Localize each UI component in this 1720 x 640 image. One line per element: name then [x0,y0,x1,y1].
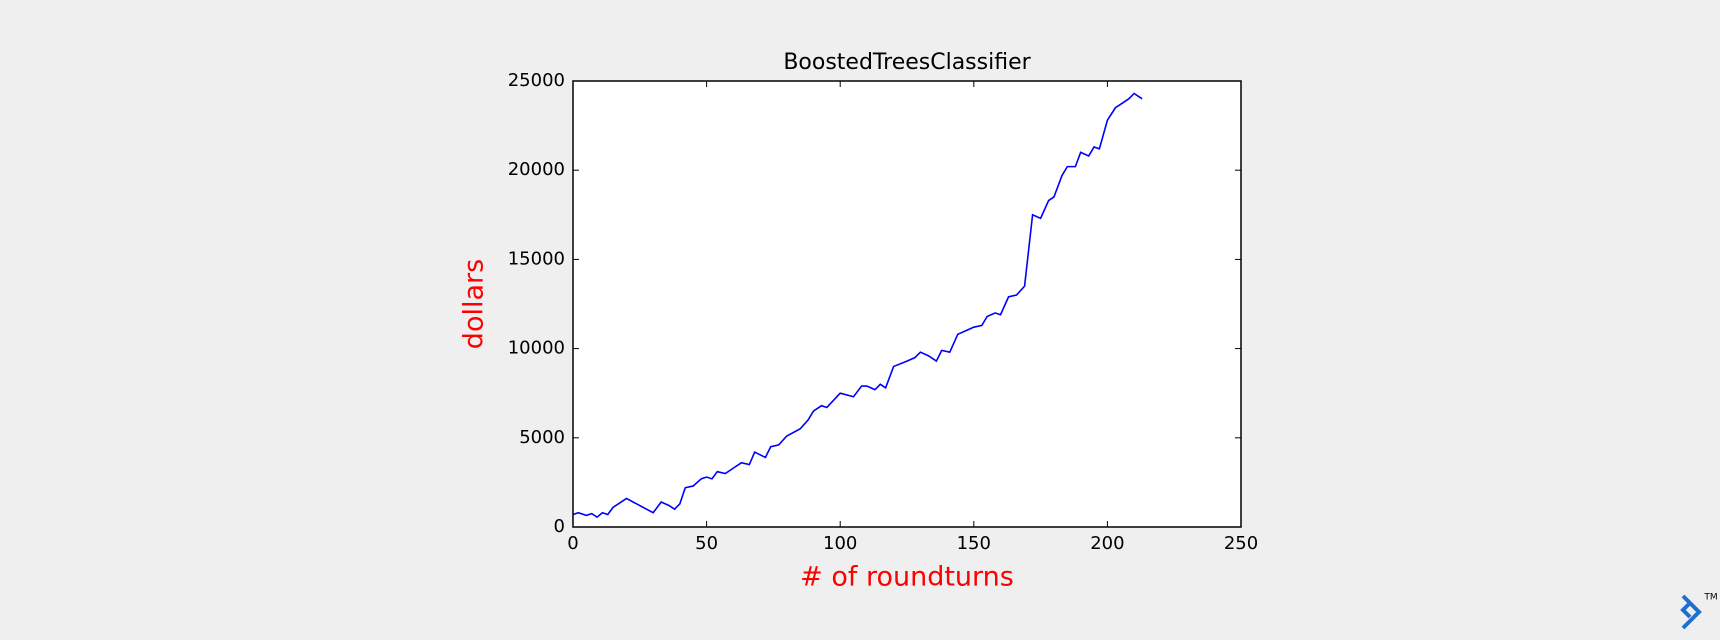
y-axis-label: dollars [459,259,490,349]
x-tick-label: 250 [1224,533,1258,554]
y-tick-label: 15000 [508,248,565,269]
y-tick-label: 0 [554,516,565,537]
plot-frame [572,80,1242,528]
x-tick-label: 200 [1090,533,1124,554]
x-tick-label: 50 [695,533,718,554]
x-tick-label: 100 [823,533,857,554]
logo-icon [1680,594,1702,630]
logo: TM [1680,593,1718,630]
y-tick-label: 20000 [508,159,565,180]
y-tick-label: 10000 [508,338,565,359]
x-axis-label: # of roundturns [800,562,1014,593]
plot-area [573,81,1241,527]
x-tick-label: 0 [567,533,578,554]
data-line [572,92,1143,519]
y-tick-label: 5000 [519,427,565,448]
chart-title: BoostedTreesClassifier [783,50,1031,75]
y-tick-label: 25000 [508,70,565,91]
x-tick-label: 150 [957,533,991,554]
logo-mark: TM [1703,593,1717,603]
